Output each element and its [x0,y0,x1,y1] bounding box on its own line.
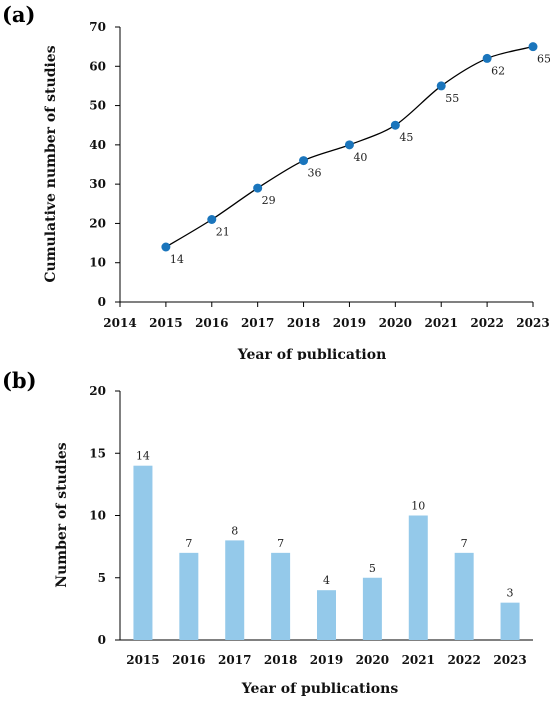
y-tick-label: 20 [89,384,106,398]
x-tick-label: 2022 [470,316,503,330]
x-tick-label: 2016 [172,653,205,667]
data-point [482,53,492,63]
data-point [344,140,354,150]
x-tick-label: 2016 [195,316,228,330]
y-tick-label: 10 [89,256,106,270]
data-label: 65 [537,53,550,66]
x-tick-label: 2015 [126,653,159,667]
bar [362,577,382,640]
y-tick-label: 5 [98,571,106,585]
bar [133,465,153,640]
data-labels-b: 14 7 8 7 4 5 10 7 3 [136,450,514,600]
data-label: 29 [262,194,276,207]
bar [408,515,428,640]
y-tick-label: 10 [89,509,106,523]
data-point [528,42,538,52]
bar-value-label: 7 [185,537,192,550]
bar [500,602,520,640]
x-ticks-a: 2014 2015 2016 2017 2018 2019 2020 2021 2022 2023 [103,302,550,330]
y-axis-title-b: Number of studies [54,442,70,588]
bar-value-label: 8 [231,524,238,537]
x-tick-label: 2020 [379,316,412,330]
x-tick-label: 2018 [264,653,297,667]
bar [179,552,199,640]
bars [133,465,520,640]
bar-value-label: 7 [461,537,468,550]
data-label: 62 [491,64,505,77]
x-tick-label: 2021 [425,316,458,330]
y-ticks-b: 0 5 10 15 20 [89,384,120,647]
bar [454,552,474,640]
x-axis-title-b: Year of publications [241,681,399,697]
data-points [161,42,538,252]
x-tick-label: 2017 [218,653,251,667]
data-label: 55 [445,92,459,105]
bar [317,590,336,640]
data-label: 40 [353,151,367,164]
data-label: 36 [308,167,322,180]
y-tick-label: 0 [98,295,106,309]
x-tick-label: 2021 [402,653,435,667]
data-point [299,156,309,166]
data-labels-a: 14 21 29 36 40 45 55 62 65 [170,53,550,266]
bar-value-label: 10 [411,500,425,513]
bar-value-label: 7 [277,537,284,550]
x-tick-label: 2023 [516,316,549,330]
x-tick-label: 2019 [333,316,366,330]
data-point [390,120,400,130]
data-label: 14 [170,253,184,266]
y-tick-label: 20 [89,216,106,230]
y-tick-label: 50 [89,99,106,113]
x-tick-label: 2014 [103,316,136,330]
y-axis-title-a: Cumulative number of studies [43,45,59,282]
y-tick-label: 60 [89,59,106,73]
y-tick-label: 70 [89,20,106,34]
data-label: 45 [399,131,413,144]
x-tick-label: 2023 [493,653,526,667]
x-tick-label: 2020 [356,653,389,667]
data-point [253,183,263,193]
y-tick-label: 40 [89,138,106,152]
y-ticks-a: 0 10 20 30 40 50 60 70 [89,20,120,309]
data-point [161,242,171,252]
bar [271,552,291,640]
y-tick-label: 15 [89,446,106,460]
x-tick-label: 2015 [149,316,182,330]
bar [225,540,245,640]
panel-label-a: (a) [2,2,35,27]
data-point [207,215,217,224]
bar-value-label: 14 [136,450,150,463]
bar-value-label: 5 [369,562,376,575]
chart-a: (a) 0 10 20 30 40 50 60 70 2014 2015 2016 2017 2018… [2,2,550,360]
x-tick-label: 2019 [310,653,343,667]
x-axis-title-a: Year of publication [237,347,387,360]
data-point [436,81,446,91]
bar-value-label: 3 [507,587,514,600]
bar-value-label: 4 [323,574,330,587]
x-tick-label: 2018 [287,316,320,330]
x-tick-label: 2017 [241,316,274,330]
data-label: 21 [216,226,230,239]
panel-label-b: (b) [2,368,37,393]
x-ticks-b: 2015 2016 2017 2018 2019 2020 2021 2022 2023 [126,653,527,667]
x-tick-label: 2022 [447,653,480,667]
y-tick-label: 0 [98,633,106,647]
y-tick-label: 30 [89,177,106,191]
